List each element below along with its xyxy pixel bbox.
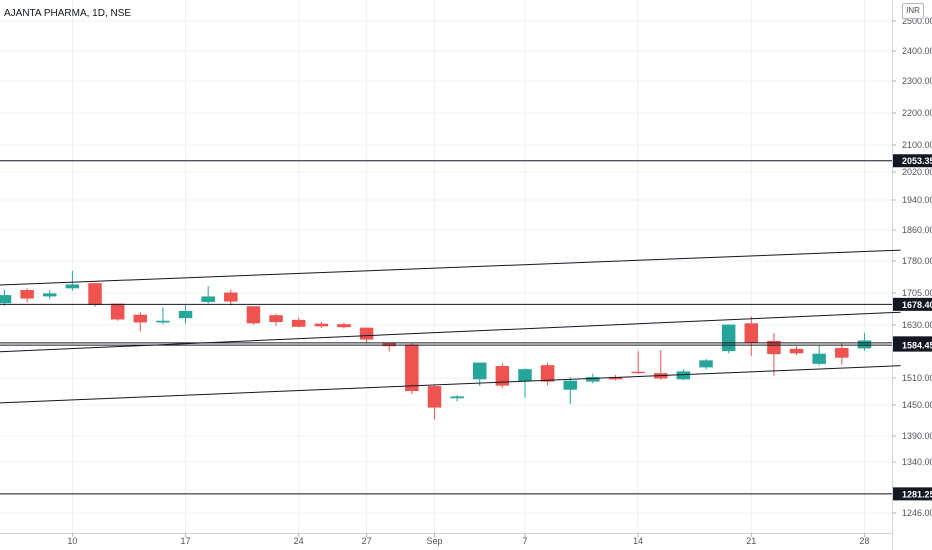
candle-body [382,342,396,347]
candle-body [812,353,826,364]
candle-body [631,371,645,374]
candle-body [314,323,329,327]
candle-body [518,369,532,382]
price-axis-label: 2100.00 [902,140,932,150]
time-axis-label: 17 [181,536,191,546]
price-axis-label: 1860.00 [902,225,932,235]
price-label-background [893,297,932,311]
price-axis-label: 1705.00 [902,288,932,298]
price-axis-label: 1246.00 [902,508,932,518]
candle-body [699,360,713,368]
candle-body [201,296,215,302]
candle-body [246,306,261,324]
candle-body [450,396,464,399]
candle-body [0,295,12,304]
price-axis-label: 2400.00 [902,46,932,56]
time-axis-label: 14 [633,536,643,546]
price-label-background [893,487,932,501]
candle-body [540,365,555,382]
time-axis-label: 10 [67,536,77,546]
currency-badge[interactable]: INR [902,3,924,19]
price-axis-label: 2500.00 [902,16,932,26]
time-axis-label: 28 [859,536,869,546]
price-axis-label: 1340.00 [902,457,932,467]
trend-line [0,365,901,404]
candle-body [676,371,691,380]
candle-body [291,319,306,327]
trend-line [0,249,901,286]
price-axis-label: 1390.00 [902,431,932,441]
price-axis-label: 1630.00 [902,320,932,330]
price-axis-label: 2200.00 [902,108,932,118]
time-axis-label: 21 [746,536,756,546]
candle-body [721,324,736,352]
price-label-background [893,154,932,168]
price-axis-label: 2300.00 [902,76,932,86]
candle-body [472,362,487,380]
candle-body [88,283,102,305]
candle-body [495,366,510,386]
time-axis-label: 27 [362,536,372,546]
candle-body [156,320,170,323]
time-axis-label: 24 [294,536,304,546]
candle-body [857,340,872,349]
price-label-background [893,338,932,352]
candle-body [586,377,600,382]
candle-body [337,324,351,328]
candle-body [405,344,419,392]
price-axis-label: 1450.00 [902,400,932,410]
candle-body [427,386,442,408]
candle-body [43,293,57,297]
candle-body [789,348,804,354]
chart-title: AJANTA PHARMA, 1D, NSE [4,8,132,19]
candle-body [110,303,125,320]
price-line-label: 1678.40 [902,300,932,310]
candle-body [744,323,759,343]
candle-body [20,290,34,299]
time-axis-label: Sep [426,536,442,546]
candle-body [178,310,193,319]
candle-body [269,315,283,323]
trend-line [0,311,901,353]
time-axis-label: 7 [522,536,527,546]
price-line-label: 1584.45 [902,341,932,351]
price-axis-label: 1940.00 [902,195,932,205]
candle-body [563,380,577,390]
price-axis-label: 1780.00 [902,256,932,266]
price-axis-label: 2020.00 [902,167,932,177]
price-line-label: 1281.25 [902,489,932,499]
candle-body [359,327,374,340]
candle-body [65,284,80,289]
candle-body [835,347,849,358]
candle-body [608,377,623,380]
price-axis-label: 1510.00 [902,373,932,383]
candle-body [133,314,148,323]
candle-body [767,340,781,355]
price-line-label: 2053.35 [902,156,932,166]
candle-body [224,292,238,302]
